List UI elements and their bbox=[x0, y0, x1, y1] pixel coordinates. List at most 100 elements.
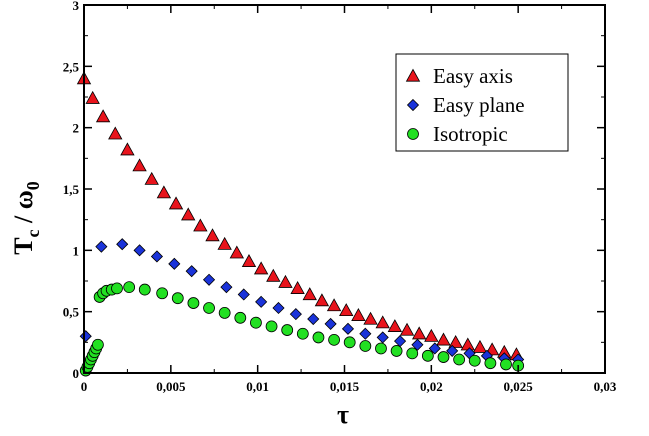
point-isotropic bbox=[406, 347, 419, 360]
point-easy-plane bbox=[446, 344, 459, 357]
point-easy-plane bbox=[185, 265, 198, 278]
point-isotropic bbox=[111, 282, 123, 295]
series-easy-axis bbox=[76, 71, 524, 361]
point-isotropic bbox=[265, 320, 278, 333]
point-easy-axis bbox=[108, 126, 123, 140]
point-easy-plane bbox=[376, 331, 389, 344]
point-easy-axis bbox=[132, 158, 147, 172]
tick-labels: 0 0,005 0,01 0,015 0,02 0,025 0,03 0 0,5 1 1,5 2 2,5… bbox=[63, 0, 617, 394]
point-isotropic bbox=[468, 354, 481, 367]
point-easy-plane bbox=[133, 244, 146, 257]
series-isotropic bbox=[79, 281, 525, 377]
point-isotropic bbox=[250, 316, 262, 329]
point-easy-plane bbox=[272, 301, 285, 315]
y-axis-label-main: T bbox=[9, 237, 38, 254]
x-tick-label: 0,02 bbox=[420, 379, 443, 394]
point-easy-plane bbox=[95, 240, 108, 253]
point-easy-axis bbox=[168, 196, 184, 210]
point-easy-axis bbox=[217, 236, 232, 250]
point-easy-axis bbox=[144, 171, 159, 185]
y-axis-label-mid: / ω bbox=[9, 190, 38, 229]
point-easy-axis bbox=[241, 254, 257, 267]
point-isotropic bbox=[138, 283, 151, 296]
y-tick-label: 0,5 bbox=[63, 305, 80, 320]
point-easy-axis bbox=[205, 228, 220, 242]
point-isotropic bbox=[312, 331, 325, 344]
point-easy-plane bbox=[202, 273, 216, 286]
point-easy-axis bbox=[314, 293, 330, 307]
legend-label-isotropic: Isotropic bbox=[433, 122, 508, 146]
point-easy-plane bbox=[168, 257, 181, 270]
point-easy-axis bbox=[351, 308, 366, 321]
point-easy-axis bbox=[326, 298, 342, 312]
point-isotropic bbox=[359, 340, 372, 352]
x-tick-label: 0,01 bbox=[246, 379, 269, 394]
x-tick-label: 0,005 bbox=[156, 379, 186, 394]
point-easy-axis bbox=[375, 315, 390, 329]
legend-marker-isotropic bbox=[407, 128, 419, 140]
point-easy-axis bbox=[253, 261, 269, 275]
y-axis-label-sub1: c bbox=[23, 229, 43, 237]
point-easy-plane bbox=[220, 281, 233, 294]
point-easy-axis bbox=[290, 281, 305, 294]
point-easy-axis bbox=[193, 218, 208, 232]
point-easy-axis bbox=[120, 142, 135, 156]
point-easy-plane bbox=[79, 330, 92, 343]
point-isotropic bbox=[234, 311, 247, 324]
legend-marker-easy-axis bbox=[405, 68, 421, 82]
point-isotropic bbox=[281, 324, 294, 336]
point-isotropic bbox=[296, 327, 309, 340]
point-easy-axis bbox=[339, 303, 354, 317]
point-isotropic bbox=[390, 345, 403, 357]
y-tick-label: 3 bbox=[73, 0, 80, 13]
x-tick-label: 0 bbox=[81, 379, 88, 394]
point-isotropic bbox=[343, 336, 356, 349]
y-tick-label: 0 bbox=[73, 366, 80, 381]
x-tick-label: 0,025 bbox=[504, 379, 534, 394]
y-tick-label: 2,5 bbox=[63, 59, 80, 74]
point-isotropic bbox=[375, 342, 387, 355]
y-axis-label-sub2: 0 bbox=[23, 181, 43, 190]
point-isotropic bbox=[91, 338, 104, 351]
legend: Easy axis Easy plane Isotropic bbox=[395, 53, 569, 152]
point-easy-plane bbox=[428, 342, 441, 355]
point-isotropic bbox=[484, 357, 497, 370]
point-isotropic bbox=[453, 353, 466, 366]
point-easy-plane bbox=[237, 288, 250, 301]
point-easy-axis bbox=[424, 328, 439, 342]
legend-label-easy-plane: Easy plane bbox=[433, 93, 525, 117]
y-tick-label: 1 bbox=[73, 243, 80, 258]
point-isotropic bbox=[156, 287, 169, 300]
point-easy-axis bbox=[95, 109, 111, 123]
point-easy-axis bbox=[460, 337, 475, 351]
point-easy-axis bbox=[387, 319, 403, 332]
point-easy-axis bbox=[156, 185, 172, 199]
point-easy-axis bbox=[229, 245, 245, 259]
point-isotropic bbox=[123, 281, 136, 294]
point-easy-axis bbox=[448, 335, 463, 348]
point-easy-axis bbox=[85, 90, 100, 104]
point-easy-plane bbox=[255, 295, 268, 308]
point-isotropic bbox=[187, 297, 200, 309]
point-easy-axis bbox=[399, 322, 415, 336]
point-easy-axis bbox=[436, 332, 451, 346]
point-easy-plane bbox=[411, 338, 424, 351]
y-axis-label: Tc / ω0 bbox=[9, 181, 43, 255]
point-easy-plane bbox=[307, 312, 320, 326]
point-easy-plane bbox=[116, 238, 129, 251]
point-easy-plane bbox=[289, 308, 302, 321]
point-isotropic bbox=[421, 349, 434, 362]
x-tick-label: 0,015 bbox=[330, 379, 360, 394]
point-isotropic bbox=[171, 292, 184, 305]
point-easy-axis bbox=[363, 311, 378, 325]
point-easy-axis bbox=[472, 339, 488, 353]
point-isotropic bbox=[328, 333, 340, 346]
legend-label-easy-axis: Easy axis bbox=[433, 64, 513, 88]
legend-box bbox=[395, 53, 569, 152]
point-easy-plane bbox=[324, 317, 337, 330]
legend-marker-easy-plane bbox=[406, 98, 420, 112]
point-easy-plane bbox=[341, 322, 355, 335]
point-easy-plane bbox=[359, 327, 372, 340]
point-isotropic bbox=[203, 302, 215, 314]
